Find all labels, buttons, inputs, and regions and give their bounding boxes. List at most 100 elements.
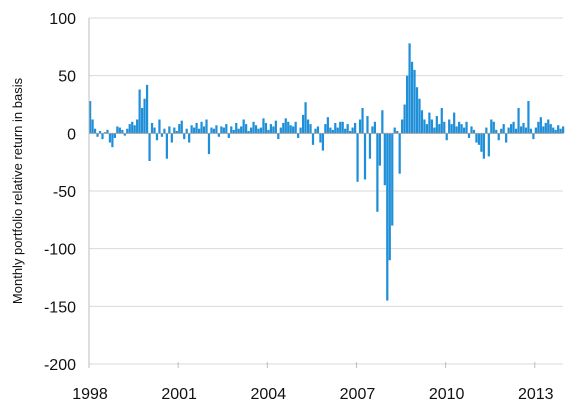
- x-tick-label: 2013: [518, 386, 554, 403]
- bar: [170, 133, 173, 143]
- bar: [366, 116, 369, 134]
- bar: [415, 87, 419, 134]
- bar: [215, 125, 218, 134]
- bars: [89, 43, 565, 301]
- x-tick-label: 1998: [72, 386, 108, 403]
- bar: [91, 119, 94, 134]
- bar: [195, 122, 198, 134]
- bar: [93, 128, 97, 134]
- bar: [247, 131, 250, 134]
- bar: [163, 128, 166, 134]
- bar: [150, 122, 154, 134]
- bar: [500, 128, 503, 134]
- bar: [264, 122, 268, 134]
- bar: [378, 133, 381, 166]
- bar: [289, 125, 292, 134]
- bar: [121, 129, 124, 134]
- bar: [329, 127, 332, 134]
- bar: [148, 133, 151, 162]
- bar: [242, 119, 245, 134]
- bar: [272, 126, 275, 134]
- bar: [492, 121, 495, 134]
- bar: [539, 117, 542, 134]
- bar: [230, 126, 233, 134]
- bar: [299, 127, 302, 134]
- bar: [175, 131, 178, 134]
- bar: [165, 133, 168, 159]
- bar: [180, 120, 183, 134]
- bar: [351, 127, 354, 134]
- x-tick-marks: [88, 362, 536, 368]
- bar: [292, 126, 295, 134]
- bar: [143, 98, 146, 134]
- bar: [205, 119, 208, 134]
- bar: [547, 119, 550, 134]
- bar: [423, 119, 426, 134]
- bar: [462, 127, 466, 134]
- bar: [131, 121, 134, 134]
- bar: [438, 124, 441, 134]
- bar: [361, 107, 364, 134]
- bar: [465, 121, 468, 134]
- bar: [453, 112, 456, 134]
- bar: [542, 126, 545, 134]
- bar: [178, 124, 181, 134]
- bar: [356, 133, 359, 182]
- x-tick-label: 2004: [251, 386, 287, 403]
- bar: [532, 133, 535, 140]
- bar: [314, 128, 317, 134]
- bar: [116, 126, 119, 134]
- bar: [168, 126, 171, 134]
- bar: [245, 124, 248, 134]
- bar: [386, 133, 389, 301]
- bar: [222, 127, 225, 134]
- bar: [445, 133, 448, 141]
- bar: [393, 127, 396, 134]
- bar: [232, 129, 235, 134]
- bar: [510, 124, 513, 134]
- bar: [155, 133, 159, 141]
- bar: [524, 127, 528, 134]
- bar: [391, 133, 394, 226]
- bar: [502, 124, 505, 134]
- bar: [334, 122, 337, 134]
- bar: [297, 133, 300, 138]
- bar: [549, 124, 552, 134]
- bar: [306, 119, 310, 134]
- bar: [237, 128, 240, 134]
- bar: [217, 133, 221, 137]
- bar: [225, 124, 228, 134]
- bar: [527, 101, 530, 134]
- bar: [562, 126, 565, 134]
- bar: [544, 122, 547, 134]
- bar: [128, 124, 131, 134]
- bar: [277, 133, 280, 140]
- bar: [267, 129, 270, 134]
- bar: [470, 126, 473, 134]
- bar: [126, 128, 129, 134]
- bar: [505, 133, 508, 143]
- bar: [153, 127, 156, 134]
- bar: [138, 89, 141, 134]
- bar: [324, 124, 327, 134]
- bar: [418, 98, 421, 134]
- bar: [358, 119, 362, 134]
- bar: [158, 119, 161, 134]
- bar: [554, 129, 557, 134]
- x-tick-label: 2007: [340, 386, 376, 403]
- bar: [249, 127, 253, 134]
- bar: [202, 126, 206, 134]
- bar: [514, 128, 518, 134]
- bar: [344, 128, 347, 134]
- bar: [339, 121, 342, 134]
- bar: [89, 101, 92, 134]
- bar: [497, 133, 500, 141]
- bar: [396, 131, 399, 134]
- bar: [443, 121, 446, 134]
- bar: [106, 129, 109, 134]
- bar: [460, 124, 463, 134]
- bar: [227, 133, 230, 138]
- bar: [383, 133, 386, 186]
- bar: [311, 133, 315, 145]
- bar: [259, 127, 263, 134]
